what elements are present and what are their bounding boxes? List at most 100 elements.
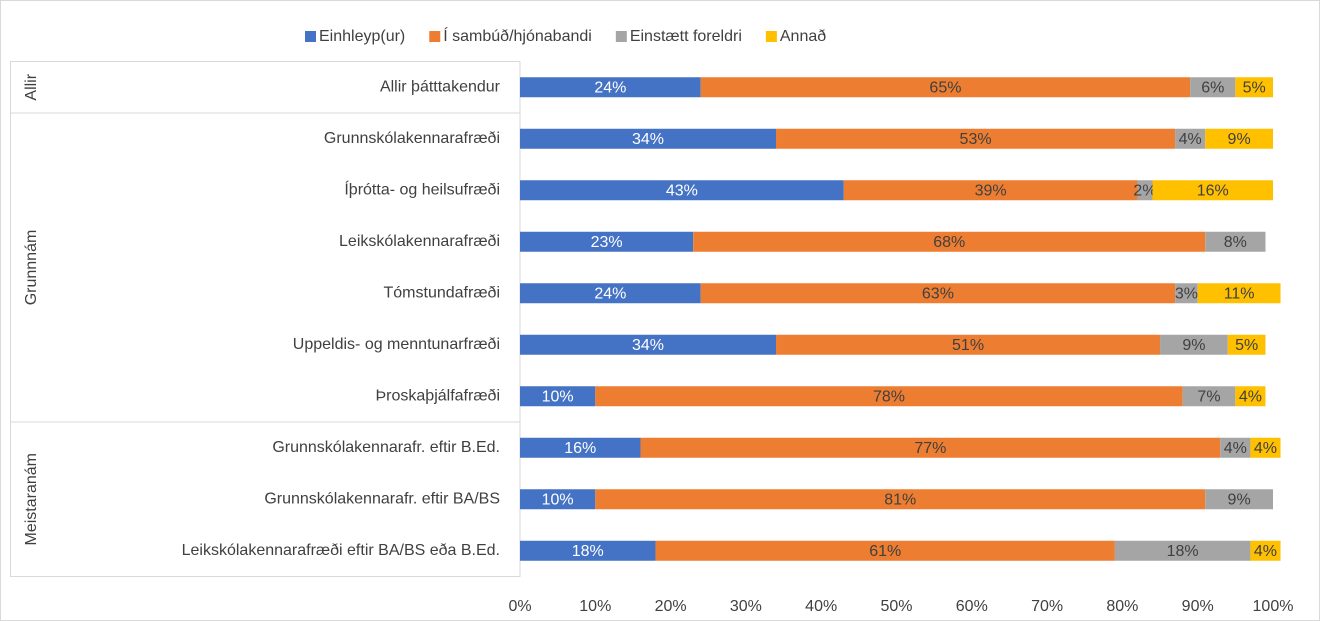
bar-segment: [520, 437, 641, 458]
bar-segment: [520, 386, 596, 407]
value-label: 2%: [1133, 182, 1156, 199]
bar-segment: [520, 128, 777, 149]
value-label: 39%: [975, 182, 1007, 199]
value-label: 10%: [542, 388, 574, 405]
value-label: 43%: [666, 182, 698, 199]
x-tick-label: 30%: [730, 598, 762, 615]
bar-segment: [1175, 128, 1206, 149]
x-tick-label: 70%: [1031, 598, 1063, 615]
bar-segment: [1205, 128, 1273, 149]
value-label: 11%: [1224, 285, 1255, 302]
value-label: 8%: [1224, 234, 1247, 251]
category-label: Grunnskólakennarafr. eftir BA/BS: [264, 490, 500, 507]
value-label: 18%: [572, 543, 604, 560]
legend-swatch: [429, 31, 441, 42]
bar-segment: [1250, 540, 1281, 561]
bar-segment: [776, 128, 1176, 149]
x-tick-label: 60%: [956, 598, 988, 615]
x-tick-label: 0%: [508, 598, 531, 615]
value-label: 61%: [869, 543, 901, 560]
category-label: Leikskólakennarafræði eftir BA/BS eða B.…: [182, 542, 500, 559]
bar-segment: [520, 231, 694, 252]
bar-segment: [1205, 489, 1273, 510]
legend-swatch: [305, 31, 316, 42]
category-label: Uppeldis- og menntunarfræði: [293, 336, 500, 353]
value-label: 16%: [1197, 182, 1229, 199]
value-label: 16%: [564, 440, 596, 457]
value-label: 53%: [960, 131, 992, 148]
value-label: 6%: [1201, 79, 1224, 96]
category-label: Grunnskólakennarafr. eftir B.Ed.: [272, 439, 500, 456]
bar-segment: [700, 283, 1176, 304]
category-label: Þroskaþjálfafræði: [376, 387, 501, 404]
legend-label: Einstætt foreldri: [630, 28, 742, 45]
bar-segment: [520, 489, 596, 510]
bar-segment: [776, 334, 1161, 355]
group-label: Grunnnám: [23, 230, 40, 306]
bar-segment: [520, 180, 844, 201]
x-tick-label: 20%: [655, 598, 687, 615]
value-label: 24%: [594, 285, 626, 302]
bar-segment: [1152, 180, 1273, 201]
category-label: Allir þátttakendur: [380, 78, 501, 95]
label-frame: [10, 61, 521, 577]
value-label: 77%: [914, 440, 946, 457]
value-label: 9%: [1228, 491, 1251, 508]
bar-segment: [843, 180, 1138, 201]
value-label: 65%: [929, 79, 961, 96]
value-label: 81%: [884, 491, 916, 508]
bar-segment: [655, 540, 1115, 561]
legend-swatch: [765, 31, 777, 42]
value-label: 10%: [542, 491, 574, 508]
category-label: Grunnskólakennarafræði: [324, 130, 500, 147]
bar-segment: [595, 386, 1183, 407]
group-label: Allir: [23, 73, 40, 100]
value-label: 23%: [591, 234, 623, 251]
category-label: Leikskólakennarafræði: [339, 233, 500, 250]
value-label: 5%: [1243, 79, 1266, 96]
bar-segment: [700, 77, 1191, 98]
value-label: 4%: [1224, 440, 1247, 457]
legend-swatch: [615, 31, 627, 42]
x-tick-label: 10%: [579, 598, 611, 615]
value-label: 4%: [1254, 543, 1277, 560]
x-tick-label: 50%: [880, 598, 912, 615]
bar-segment: [1114, 540, 1251, 561]
bar-segment: [520, 540, 656, 561]
legend-label: Einhleyp(ur): [319, 28, 405, 45]
bar-segment: [1175, 283, 1198, 304]
value-label: 63%: [922, 285, 954, 302]
bar-segment: [1205, 231, 1266, 252]
value-label: 9%: [1182, 337, 1205, 354]
bar-segment: [595, 489, 1206, 510]
bar-segment: [1227, 334, 1266, 355]
bar-segment: [1235, 77, 1273, 98]
bar-segment: [520, 77, 701, 98]
bar-segment: [640, 437, 1221, 458]
bar-segment: [693, 231, 1206, 252]
bar-segment: [520, 283, 701, 304]
value-label: 7%: [1197, 388, 1220, 405]
group-label: Meistaranám: [23, 453, 40, 545]
value-label: 4%: [1254, 440, 1277, 457]
value-label: 34%: [632, 337, 664, 354]
x-tick-label: 100%: [1253, 598, 1294, 615]
value-label: 4%: [1239, 388, 1262, 405]
value-label: 5%: [1235, 337, 1258, 354]
value-label: 34%: [632, 131, 664, 148]
value-label: 9%: [1228, 131, 1251, 148]
legend-label: Í sambúð/hjónabandi: [443, 26, 592, 45]
value-label: 78%: [873, 388, 905, 405]
value-label: 24%: [594, 79, 626, 96]
value-label: 18%: [1167, 543, 1199, 560]
category-label: Íþrótta- og heilsufræði: [344, 179, 500, 198]
x-tick-label: 80%: [1106, 598, 1138, 615]
bar-segment: [1182, 386, 1236, 407]
legend-label: Annað: [780, 28, 826, 45]
value-label: 3%: [1175, 285, 1198, 302]
bar-segment: [1197, 283, 1281, 304]
category-label: Tómstundafræði: [384, 284, 501, 301]
bar-segment: [1160, 334, 1228, 355]
